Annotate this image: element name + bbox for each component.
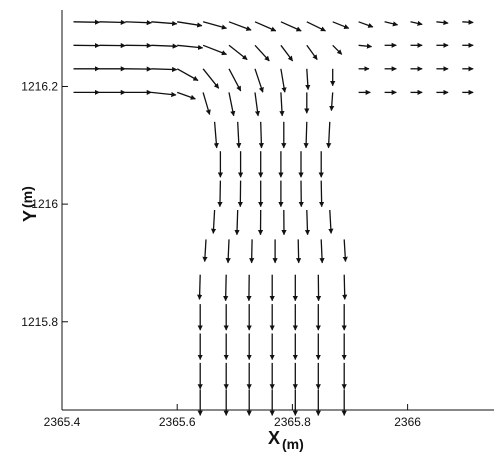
velocity-vector [254, 92, 261, 117]
velocity-vector [202, 239, 208, 263]
velocity-vector [225, 239, 231, 264]
velocity-vector [329, 92, 335, 112]
x-tick-label: 2366 [394, 415, 421, 429]
velocity-vector [258, 121, 264, 149]
x-tick-label: 2365.6 [159, 415, 196, 429]
velocity-vector [210, 209, 217, 234]
velocity-vector [228, 68, 242, 92]
velocity-vector [254, 68, 264, 93]
y-ticks: 1215.8 1216 1216.2 [21, 79, 68, 329]
y-axis-unit: (m) [19, 186, 35, 208]
velocity-vector [384, 21, 399, 27]
velocity-vector [202, 92, 211, 115]
velocity-vector [99, 19, 126, 25]
velocity-vector [280, 44, 294, 62]
velocity-vector [342, 239, 348, 263]
velocity-vector [280, 68, 287, 93]
velocity-vector [125, 20, 152, 26]
velocity-vector [319, 239, 325, 264]
velocity-vector [177, 44, 204, 51]
axes-layer [61, 10, 494, 411]
velocity-vector [280, 21, 302, 32]
velocity-vector [228, 92, 236, 117]
velocity-vector [303, 121, 309, 149]
velocity-vector [202, 68, 220, 89]
x-tick-label: 2365.4 [44, 415, 81, 429]
velocity-vector [151, 20, 178, 27]
y-axis-title: Y (m) [19, 186, 40, 222]
velocity-vector [234, 209, 240, 236]
velocity-vector [326, 121, 332, 149]
velocity-vector [332, 21, 350, 29]
velocity-vector [228, 21, 252, 31]
velocity-vector [73, 19, 101, 25]
velocity-vector [236, 121, 242, 149]
velocity-vector [319, 180, 325, 208]
velocity-vector [249, 239, 255, 264]
velocity-vector [306, 21, 326, 32]
velocity-vector [304, 209, 311, 236]
velocity-vector [228, 44, 248, 61]
velocity-vector [305, 68, 311, 91]
vectors-layer [73, 19, 474, 416]
velocity-vector [410, 20, 423, 26]
velocity-vector [358, 43, 373, 49]
velocity-vector [296, 239, 302, 264]
velocity-vector [254, 44, 270, 62]
y-tick-label: 1215.8 [21, 315, 58, 329]
velocity-vector [254, 21, 277, 32]
velocity-vector [358, 21, 374, 28]
x-axis-title: X (m) [268, 428, 304, 452]
velocity-vector [176, 91, 196, 100]
velocity-vector [177, 21, 203, 28]
velocity-vector [223, 274, 229, 302]
velocity-vector [197, 274, 203, 300]
x-axis-unit: (m) [282, 436, 304, 452]
velocity-vector [202, 21, 228, 30]
velocity-vector [279, 92, 285, 117]
velocity-vector [202, 44, 227, 56]
velocity-vector [151, 66, 178, 73]
velocity-vector [176, 68, 199, 82]
velocity-vector [306, 44, 318, 61]
velocity-vector [151, 91, 177, 98]
velocity-vector [436, 19, 449, 26]
plot-background [62, 10, 494, 410]
y-tick-label: 1216 [31, 197, 58, 211]
x-axis-label: X [268, 428, 280, 448]
velocity-vector [328, 209, 334, 234]
velocity-vector [332, 44, 343, 55]
velocity-vector [217, 180, 223, 208]
velocity-vector [151, 43, 178, 49]
y-axis-label: Y [20, 210, 40, 222]
x-ticks: 2365.4 2365.6 2365.8 2366 [44, 404, 421, 429]
y-tick-label: 1216.2 [21, 79, 58, 93]
velocity-vector [342, 274, 348, 300]
velocity-vector [462, 19, 474, 25]
velocity-vector [213, 121, 219, 149]
x-tick-label: 2365.8 [274, 415, 311, 429]
